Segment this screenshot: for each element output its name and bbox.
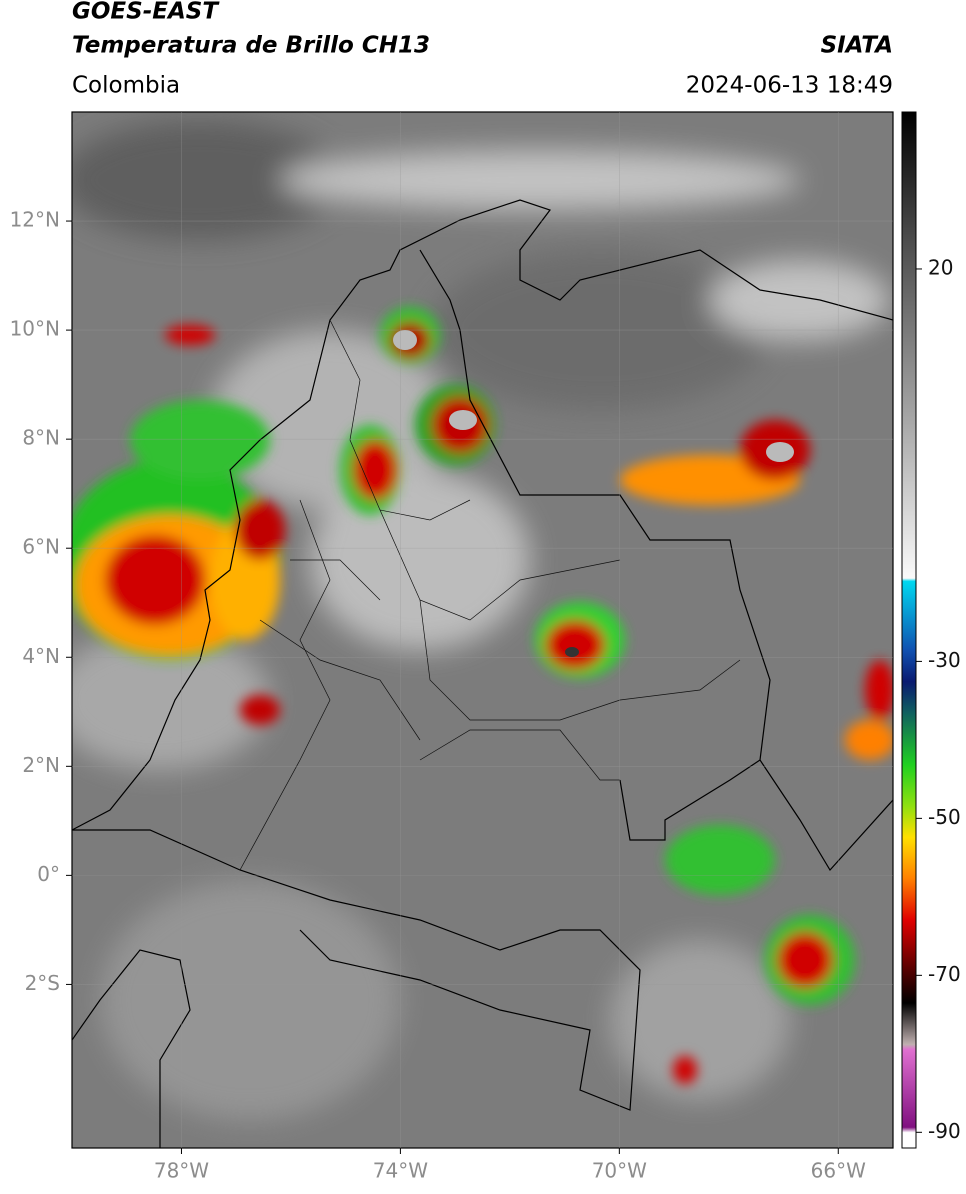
y-tick-label: 6°N [22,535,60,559]
y-tick-label: 4°N [22,644,60,668]
x-tick-label: 70°W [592,1159,647,1183]
y-tick-label: 0° [37,862,60,886]
y-tick-label: 2°S [25,971,60,995]
x-tick-label: 74°W [373,1159,428,1183]
map-frame [71,111,894,1149]
satellite-image [72,112,893,1148]
y-tick-label: 2°N [22,753,60,777]
colorbar-tick-label: -90 [928,1119,961,1143]
colorbar-tick-label: -50 [928,805,961,829]
colorbar [901,111,917,1149]
colorbar-tick-label: 20 [928,255,953,279]
x-tick-label: 78°W [154,1159,209,1183]
y-tick-label: 8°N [22,426,60,450]
satellite: GOES-EAST [72,0,220,25]
x-tick-label: 66°W [811,1159,866,1183]
y-tick-label: 12°N [10,208,60,232]
colorbar-tick-label: -70 [928,962,961,986]
y-tick-label: 10°N [10,317,60,341]
datetime: 2024-06-13 18:49 [686,73,893,99]
product: Temperatura de Brillo CH13 [72,33,430,59]
source: SIATA [821,33,893,59]
colorbar-tick-label: -30 [928,648,961,672]
region: Colombia [72,73,180,99]
